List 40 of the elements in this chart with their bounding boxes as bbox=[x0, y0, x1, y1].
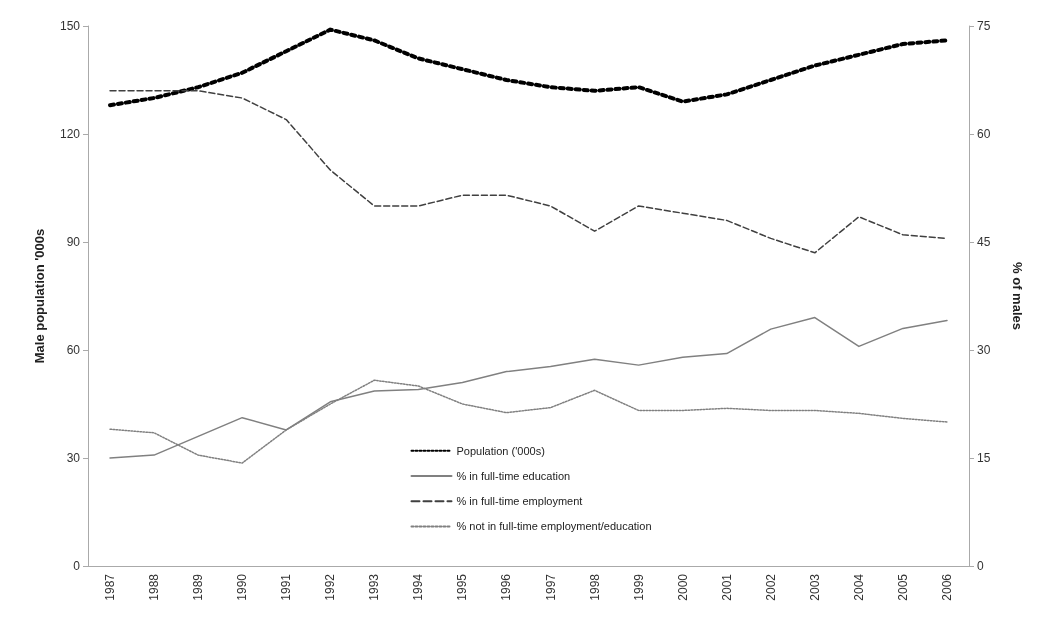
x-tick-label: 1990 bbox=[235, 573, 250, 601]
x-tick-label: 1991 bbox=[279, 573, 294, 601]
y2-axis-title: % of males bbox=[1010, 262, 1025, 330]
x-tick-label: 1998 bbox=[587, 573, 602, 601]
x-tick-label: 1996 bbox=[499, 573, 514, 601]
x-tick-label: 1994 bbox=[411, 573, 426, 601]
legend-label: Population ('000s) bbox=[456, 444, 545, 457]
legend-label: % in full-time education bbox=[456, 470, 571, 482]
x-tick-label: 2001 bbox=[719, 573, 734, 601]
y2-tick-label: 75 bbox=[977, 19, 991, 33]
x-tick-label: 2005 bbox=[895, 573, 910, 601]
y2-tick-label: 45 bbox=[977, 235, 991, 249]
y2-tick-label: 0 bbox=[977, 559, 984, 573]
line-series bbox=[109, 90, 948, 254]
y-axis-title: Male population '000s bbox=[32, 228, 47, 364]
x-tick-label: 2000 bbox=[675, 573, 690, 601]
y-tick-label: 120 bbox=[59, 127, 81, 141]
x-tick-label: 1993 bbox=[367, 573, 382, 601]
x-tick-label: 2002 bbox=[763, 573, 778, 601]
legend-label: % not in full-time employment/education bbox=[456, 520, 652, 533]
x-tick-label: 1989 bbox=[191, 573, 206, 601]
line-series bbox=[108, 27, 949, 108]
y-tick-label: 150 bbox=[59, 19, 81, 33]
y2-tick-label: 60 bbox=[977, 127, 991, 141]
x-tick-label: 2006 bbox=[939, 573, 954, 601]
x-tick-label: 2003 bbox=[807, 573, 822, 601]
x-tick-label: 1999 bbox=[631, 573, 646, 601]
x-tick-label: 1988 bbox=[147, 573, 162, 601]
y-tick-label: 90 bbox=[66, 235, 81, 249]
x-tick-label: 1995 bbox=[455, 573, 470, 601]
x-tick-label: 1992 bbox=[323, 573, 338, 601]
y-tick-label: 0 bbox=[73, 559, 81, 573]
y-tick-label: 60 bbox=[66, 343, 81, 357]
y-tick-label: 30 bbox=[66, 451, 81, 465]
x-tick-label: 1997 bbox=[543, 573, 558, 601]
legend-label: % in full-time employment bbox=[456, 495, 583, 508]
x-tick-label: 1987 bbox=[103, 573, 118, 601]
y2-tick-label: 30 bbox=[977, 343, 991, 357]
y2-tick-label: 15 bbox=[977, 451, 991, 465]
x-tick-label: 2004 bbox=[851, 573, 866, 601]
